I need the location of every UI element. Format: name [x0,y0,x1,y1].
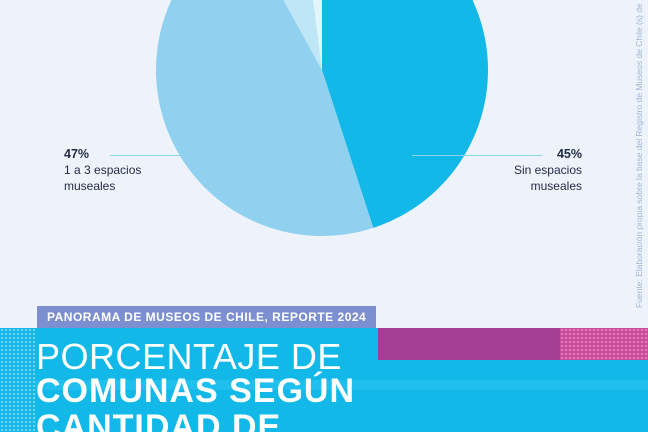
title-line-3: CANTIDAD DE [36,408,282,432]
title-line-2: COMUNAS SEGÚN [36,372,356,410]
pie-slice-3 [283,0,322,70]
left-callout-line1: 1 a 3 espacios [64,163,142,177]
left-callout: 47% 1 a 3 espacios museales [64,146,141,194]
right-callout-line1: Sin espacios [513,163,582,177]
right-leader-line [412,155,542,156]
right-callout-line2: museales [530,179,582,193]
title-band [36,380,648,390]
title-line-1: PORCENTAJE DE [36,336,342,377]
title-banner: PORCENTAJE DE COMUNAS SEGÚN CANTIDAD DE [0,328,648,432]
pie-slice-2 [156,0,374,236]
right-callout: 45% Sin espacios museales [480,146,582,194]
left-leader-line [110,155,208,156]
magenta-bar [378,328,560,360]
left-callout-line2: museales [64,179,116,193]
right-callout-percent: 45% [556,147,582,161]
pie-chart [156,0,488,236]
dot-pattern-left [0,328,36,432]
report-label: PANORAMA DE MUSEOS DE CHILE, REPORTE 202… [37,306,377,328]
source-note: Fuente: Elaboración propia sobre la base… [634,4,644,308]
left-callout-percent: 47% [64,147,90,161]
pie-slice-4 [313,0,322,70]
dot-pattern-right [560,328,648,360]
pie-slice-1 [322,0,488,228]
